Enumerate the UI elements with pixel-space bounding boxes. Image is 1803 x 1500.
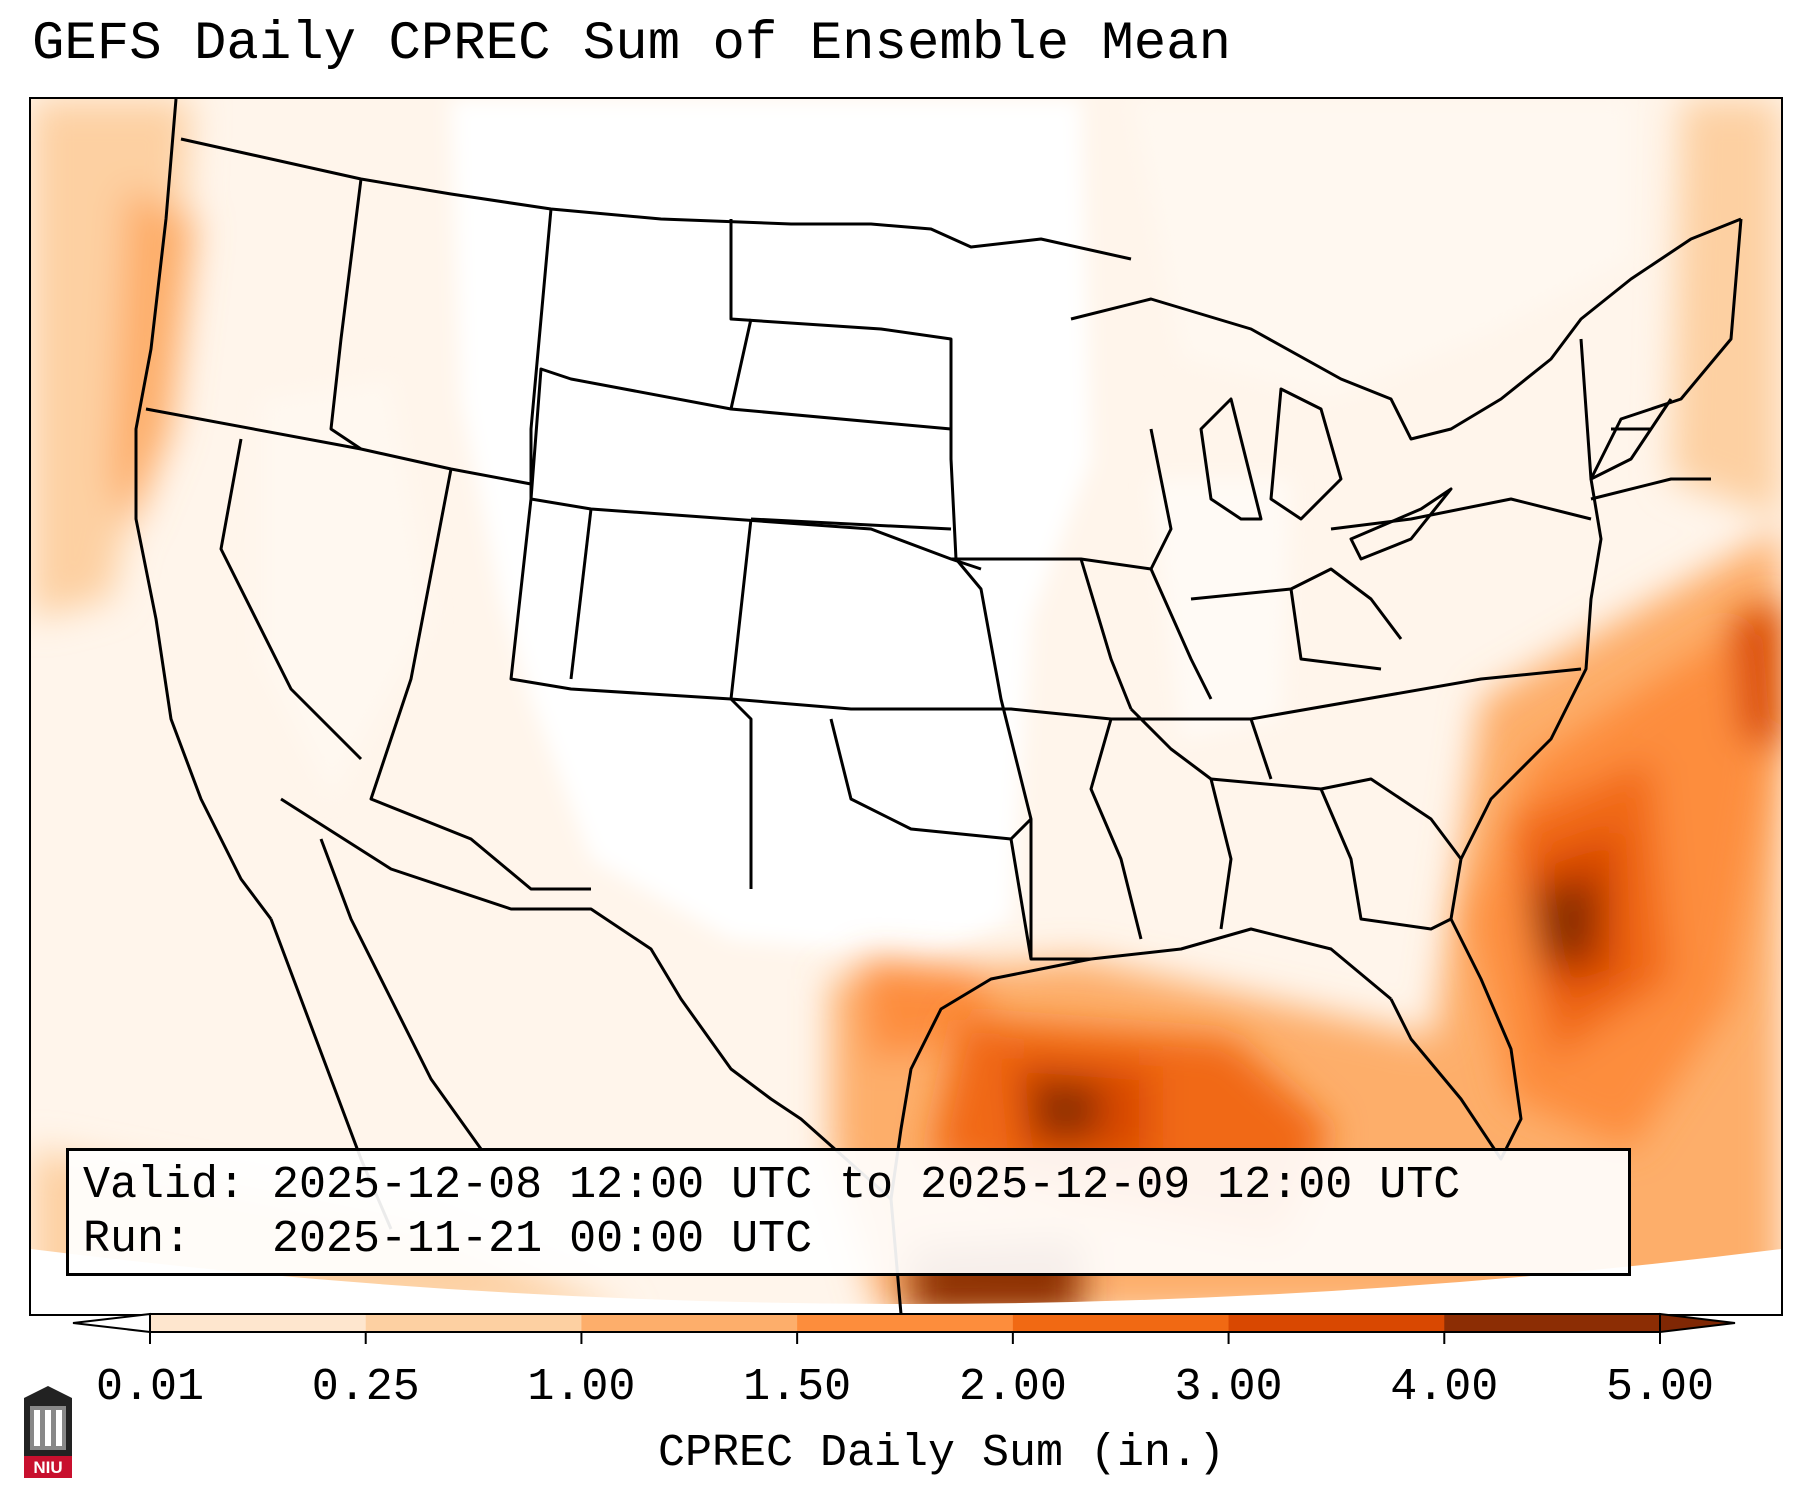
colorbar-segment — [1444, 1314, 1661, 1332]
precip-field-heavy — [911, 599, 1781, 1314]
colorbar-tick-label: 1.50 — [743, 1362, 852, 1413]
colorbar-tick-label: 5.00 — [1605, 1362, 1715, 1413]
colorbar-segment — [1012, 1314, 1230, 1332]
colorbar-label: CPREC Daily Sum (in.) — [657, 1428, 1226, 1479]
colorbar-tick-label: 2.00 — [958, 1362, 1067, 1413]
valid-value: 2025-12-08 12:00 UTC to 2025-12-09 12:00… — [272, 1160, 1461, 1211]
colorbar-tick-label: 1.00 — [527, 1362, 636, 1413]
colorbar-tick-label: 4.00 — [1390, 1362, 1499, 1413]
precipitation-map — [29, 97, 1783, 1316]
state-borders — [134, 99, 1743, 1314]
niu-logo — [24, 1386, 72, 1478]
colorbar-tick-label: 0.01 — [95, 1362, 205, 1413]
valid-label: Valid: — [83, 1160, 246, 1211]
precip-field-light — [261, 99, 1631, 959]
colorbar-segment — [365, 1314, 582, 1332]
colorbar-tick-label: 0.25 — [311, 1362, 420, 1413]
colorbar-segment — [581, 1314, 798, 1332]
colorbar-extend-low — [72, 1312, 151, 1334]
colorbar-segment — [150, 1314, 367, 1332]
colorbar-tick-label: 3.00 — [1174, 1362, 1283, 1413]
colorbar — [72, 1312, 1736, 1344]
valid-run-info-box: Valid: 2025-12-08 12:00 UTC to 2025-12-0… — [66, 1148, 1631, 1276]
colorbar-segment — [1228, 1314, 1445, 1332]
colorbar-segment — [797, 1314, 1014, 1332]
run-value: 2025-11-21 00:00 UTC — [272, 1214, 813, 1265]
run-label: Run: — [83, 1214, 192, 1265]
colorbar-extend-high — [1659, 1312, 1736, 1334]
projection-edge — [31, 1249, 1781, 1314]
niu-logo-text: NIU — [33, 1458, 63, 1477]
map-title: GEFS Daily CPREC Sum of Ensemble Mean — [32, 14, 1231, 75]
